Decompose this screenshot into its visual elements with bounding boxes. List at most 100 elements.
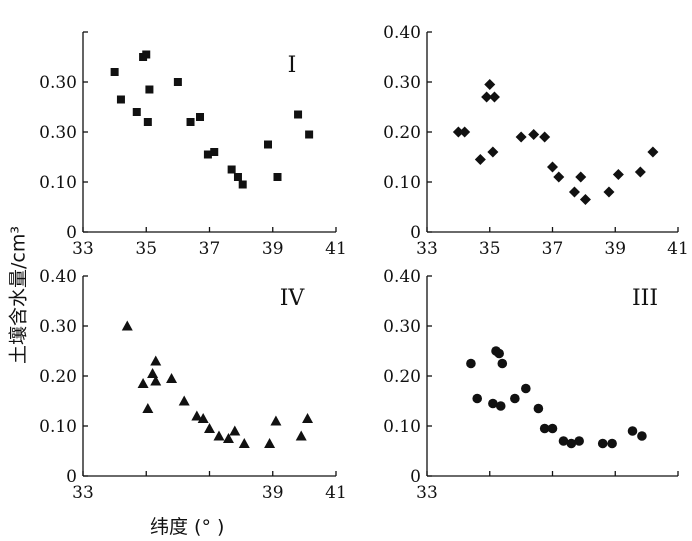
bottom-left-point (121, 320, 133, 331)
bottom-left-panel-label: IV (280, 286, 306, 311)
bottom-left-point (270, 415, 282, 426)
bottom-left-y-tick-label: 0 (66, 467, 77, 487)
top-left-point (238, 180, 247, 189)
top-left-point (203, 150, 212, 159)
bottom-left-point (238, 438, 250, 448)
bottom-left-point (142, 403, 154, 413)
bottom-right-y-tick-label: 0.10 (383, 417, 421, 437)
top-right-y-tick-label: 0.20 (383, 123, 421, 143)
bottom-left-point (166, 373, 178, 383)
bottom-left-point (147, 368, 159, 378)
top-right-point (459, 126, 471, 138)
top-right-point (528, 129, 540, 140)
top-left-x-tick-label: 33 (72, 239, 94, 259)
top-left-y-tick-label: 0 (66, 223, 77, 243)
top-right-y-tick-label: 0 (410, 223, 421, 243)
top-right-x-tick-label: 39 (604, 239, 626, 259)
bottom-right-y-tick-label: 0.30 (383, 317, 421, 337)
top-left-point (273, 173, 282, 181)
bottom-right-point (521, 383, 531, 394)
bottom-left-point (178, 395, 190, 406)
bottom-left-x-tick-label: 39 (262, 483, 284, 503)
bottom-right-point (566, 438, 577, 449)
top-right-y-tick-label: 0.10 (383, 173, 421, 193)
top-right-point (481, 91, 493, 103)
top-left-point (227, 165, 236, 174)
top-left-point (110, 68, 119, 76)
top-left-x-tick-label: 41 (325, 239, 347, 259)
top-right-point (634, 166, 646, 178)
top-left-x-tick-label: 39 (262, 239, 284, 259)
bottom-right-point (574, 436, 584, 446)
x-axis-label: 纬度 (° ) (150, 516, 225, 538)
top-right-x-tick-label: 33 (416, 239, 438, 259)
bottom-left-point (295, 430, 307, 441)
bottom-right-point (533, 403, 544, 414)
bottom-left-y-tick-label: 0.40 (39, 267, 77, 287)
bottom-left-point (264, 438, 276, 448)
top-left-point (145, 85, 154, 94)
top-right-x-tick-label: 41 (667, 239, 689, 259)
top-right-point (547, 161, 558, 173)
bottom-left-point (150, 375, 162, 386)
bottom-right-point (495, 401, 506, 411)
bottom-left-x-tick-label: 41 (325, 483, 347, 503)
bottom-right-point (472, 393, 483, 404)
top-left-point (173, 78, 182, 86)
top-left-point (264, 140, 273, 149)
bottom-right-point (637, 431, 647, 441)
top-right-y-tick-label: 0.30 (383, 73, 421, 93)
bottom-left-point (137, 378, 149, 388)
top-left-point (305, 130, 314, 139)
bottom-right-x-tick-label: 33 (416, 483, 438, 503)
bottom-right-y-tick-label: 0.40 (383, 267, 421, 287)
top-left-point (196, 113, 205, 121)
bottom-right-point (497, 358, 508, 369)
top-left-point (132, 108, 141, 116)
top-left-y-tick-label: 0.10 (39, 173, 77, 193)
bottom-left-point (191, 410, 203, 421)
bottom-left-point (229, 425, 241, 436)
bottom-right-point (510, 393, 520, 404)
bottom-right-y-tick-label: 0.20 (383, 367, 421, 387)
y-axis-label: 土壤含水量/cm³ (7, 226, 30, 364)
bottom-right-point (607, 438, 617, 449)
bottom-right-point (494, 348, 504, 359)
top-right-point (553, 171, 565, 183)
top-left-panel-label: I (288, 53, 297, 78)
y-axis-label-container: 土壤含水量/cm³ (2, 200, 32, 390)
top-right-point (487, 146, 499, 158)
top-left-point (233, 173, 242, 181)
bottom-left-point (213, 430, 225, 441)
top-right-point (603, 186, 615, 198)
top-right-point (612, 169, 624, 180)
bottom-left-point (302, 413, 314, 423)
top-right-point (488, 91, 500, 103)
top-right-point (539, 131, 551, 143)
bottom-right-point (539, 423, 550, 434)
top-left-point (186, 118, 195, 126)
bottom-right-point (597, 438, 608, 449)
bottom-right-y-tick-label: 0 (410, 467, 421, 487)
bottom-right-point (558, 436, 569, 446)
top-right-point (474, 154, 486, 165)
bottom-left-y-tick-label: 0.10 (39, 417, 77, 437)
top-right-point (575, 171, 587, 183)
bottom-right-point (488, 398, 498, 409)
bottom-right-point (466, 358, 476, 369)
bottom-left-point (204, 423, 215, 433)
top-left-point (210, 148, 219, 156)
bottom-left-y-tick-label: 0.30 (39, 317, 77, 337)
top-right-point (579, 194, 591, 205)
top-right-point (484, 79, 496, 90)
bottom-left-y-tick-label: 0.20 (39, 367, 77, 387)
bottom-left-point (222, 433, 234, 443)
top-right-point (568, 186, 580, 198)
bottom-right-point (547, 423, 558, 434)
bottom-left-point (197, 413, 209, 423)
top-left-point (116, 95, 125, 104)
top-left-point (143, 118, 152, 126)
top-left-x-tick-label: 37 (199, 239, 221, 259)
top-right-x-tick-label: 35 (479, 239, 501, 259)
